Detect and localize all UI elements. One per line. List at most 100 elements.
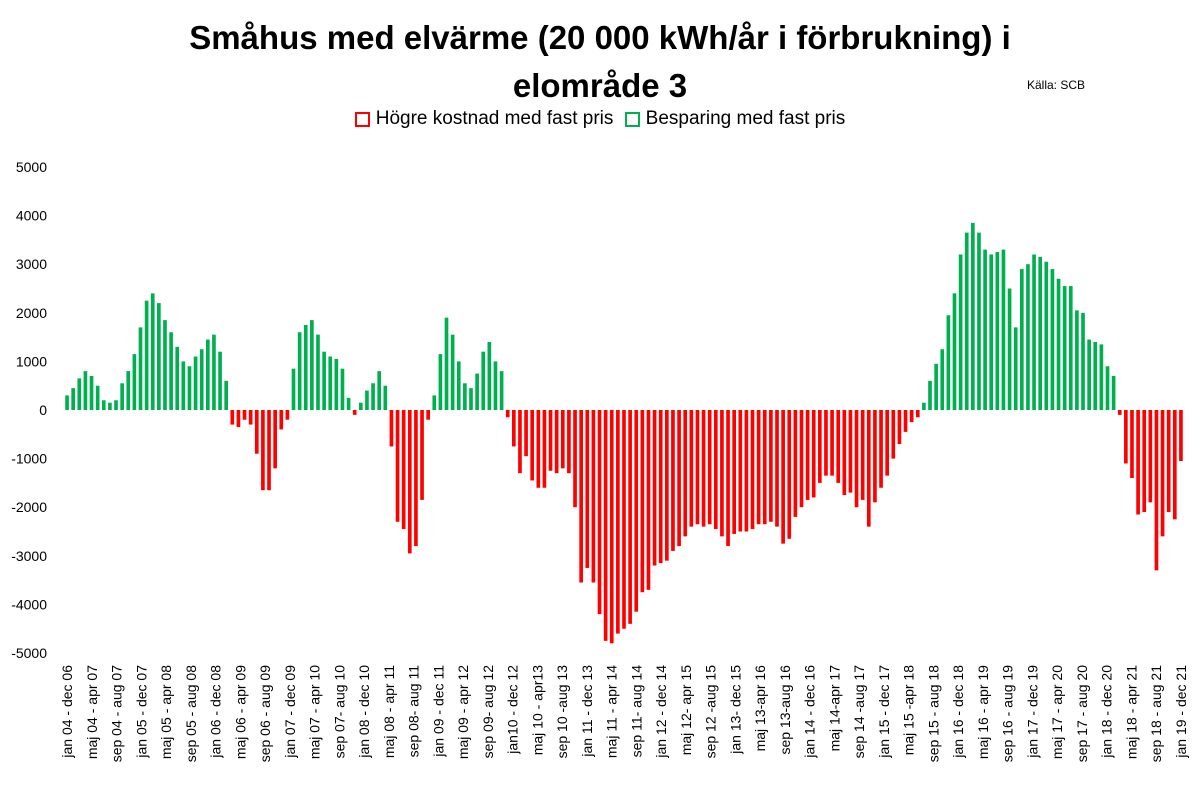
bar [713,410,718,530]
bar [291,368,296,410]
bar [579,410,583,583]
bar [683,410,688,537]
bar [1154,410,1159,571]
x-tick-label: jan 11 - dec 13 [579,665,595,758]
bar [1081,312,1085,410]
x-tick-label: maj 11 - apr 14 [604,665,620,758]
x-tick-label: jan 04 - dec 06 [59,665,75,759]
bar [952,293,957,410]
bar [493,361,498,410]
x-tick-label: sep 06 - aug 09 [257,665,273,763]
bar [303,324,308,410]
bar [879,410,883,488]
x-tick-label: maj 12- apr 15 [678,665,694,755]
bar [371,383,375,410]
x-tick-label: jan 09 - dec 11 [430,665,446,758]
bar [163,320,167,410]
bar [71,388,76,410]
bar [622,410,626,629]
bar [1062,286,1067,410]
bar [150,293,155,410]
bar [1001,249,1006,410]
y-tick-label: -2000 [11,499,47,515]
bar [328,356,333,410]
bar [205,339,210,410]
bar [609,410,614,644]
bar [603,410,608,641]
bar [928,380,932,410]
bar [1007,288,1012,410]
x-tick-label: maj 15 -apr 18 [901,665,917,755]
bar [866,410,871,527]
bar [842,410,847,496]
x-tick-label: sep 08- aug 11 [406,665,422,758]
bar [530,410,535,481]
bar [157,303,161,410]
bar [897,410,902,445]
bar [377,371,382,410]
bar [536,410,541,488]
chart-legend: Högre kostnad med fast pris Besparing me… [0,108,1200,133]
legend-item-savings: Besparing med fast pris [624,108,845,130]
legend-label-higher-cost: Högre kostnad med fast pris [375,108,614,129]
x-tick-label: jan 15 - dec 17 [876,665,892,759]
bar [65,395,69,410]
bar [799,410,804,508]
bar [701,410,706,527]
x-tick-label: jan 05 - dec 07 [133,665,149,759]
bar [1142,410,1147,513]
bar [597,410,602,615]
bar [285,410,290,420]
bar [1124,410,1128,464]
bar [1019,269,1024,410]
chart-title-line-2: elområde 3 [512,67,688,104]
x-tick-label: jan 16 - dec 18 [950,665,966,759]
x-tick-label: maj 06 - apr 09 [232,665,248,759]
bar [775,410,779,527]
bar [1087,339,1091,410]
bar [787,410,792,539]
bar [964,232,969,410]
bar [1179,410,1183,462]
bar [909,410,914,423]
bar [971,222,975,410]
bar [463,383,467,410]
bar [1130,410,1134,479]
bar [175,346,180,410]
bar [744,410,749,532]
bar [732,410,736,534]
bar [805,410,810,500]
bar [983,249,987,410]
y-tick-label: 4000 [16,208,47,224]
x-tick-label: sep 07- aug 10 [331,665,347,759]
bar [665,410,669,561]
y-tick-label: 3000 [16,256,47,272]
x-tick-label: sep 09- aug 12 [480,665,496,759]
bar [101,400,106,410]
bar [242,410,247,420]
bar [1075,310,1079,410]
bar [1172,410,1177,520]
bar [487,341,492,410]
x-tick-label: maj 05 - apr 08 [158,665,174,759]
bar [401,410,406,530]
bar [616,410,620,634]
bar [573,410,577,508]
x-tick-label: sep 05 - aug 08 [183,665,199,763]
bar [1068,286,1073,410]
bar [199,349,204,410]
y-tick-label: 5000 [16,159,47,175]
bar [267,410,271,491]
x-tick-label: maj 07 - apr 10 [307,665,323,759]
bar [432,395,437,410]
bar [261,410,265,491]
y-tick-label: 1000 [16,353,47,369]
x-tick-label: sep 10 -aug 13 [554,665,570,759]
bar [120,383,124,410]
bar [848,410,853,493]
bar [836,410,841,483]
bar [334,358,339,410]
x-tick-label: maj 18 - apr 21 [1123,665,1139,759]
x-tick-label: sep 15 - aug 18 [925,665,941,763]
bar [934,363,938,410]
